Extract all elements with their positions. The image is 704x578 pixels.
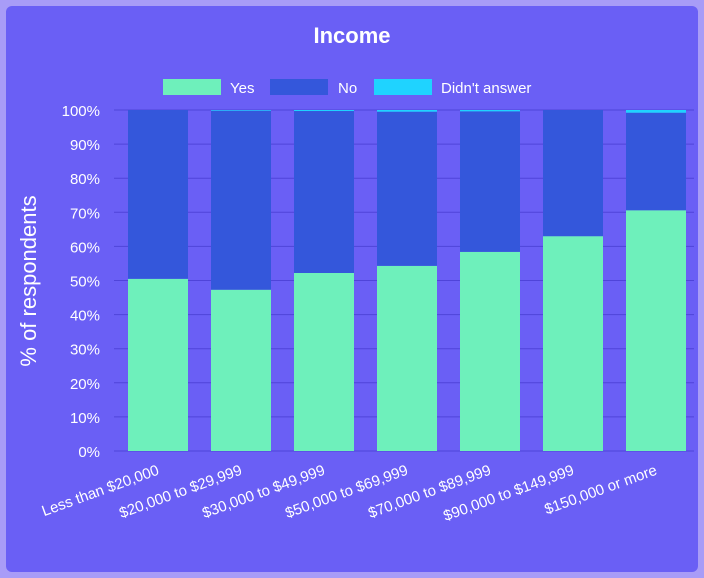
legend-label: Didn't answer — [441, 80, 531, 97]
y-tick-label: 90% — [70, 137, 100, 154]
bar-segment-no — [377, 111, 437, 266]
bars — [128, 110, 686, 451]
y-tick-label: 50% — [70, 274, 100, 291]
legend: Yes No Didn't answer — [163, 79, 531, 97]
bar-segment-yes — [294, 272, 354, 451]
x-axis-ticks: Less than $20,000$20,000 to $29,999$30,0… — [40, 462, 660, 525]
legend-label: Yes — [230, 80, 254, 97]
y-tick-label: 40% — [70, 308, 100, 325]
y-tick-label: 20% — [70, 376, 100, 393]
y-tick-label: 30% — [70, 342, 100, 359]
bar-segment-no — [211, 110, 271, 290]
bar-segment-yes — [128, 278, 188, 451]
bar-segment-no — [460, 111, 520, 252]
bar-segment-didn-t-answer — [377, 110, 437, 112]
legend-swatch — [270, 79, 328, 95]
y-tick-label: 10% — [70, 410, 100, 427]
bar-segment-didn-t-answer — [626, 110, 686, 113]
legend-swatch — [374, 79, 432, 95]
bar-segment-no — [128, 110, 188, 279]
chart-title: Income — [313, 23, 390, 48]
bar-segment-yes — [626, 210, 686, 451]
y-tick-label: 70% — [70, 205, 100, 222]
bar-segment-yes — [377, 265, 437, 451]
bar-segment-yes — [211, 289, 271, 451]
legend-label: No — [338, 80, 357, 97]
bar-segment-didn-t-answer — [460, 110, 520, 112]
bar-segment-didn-t-answer — [294, 110, 354, 112]
y-tick-label: 0% — [78, 444, 100, 461]
legend-swatch — [163, 79, 221, 95]
y-axis-ticks: 0% 10% 20% 30% 40% 50% 60% 70% 80% 90% 100% — [62, 103, 100, 461]
bar-segment-yes — [543, 236, 603, 451]
y-tick-label: 80% — [70, 171, 100, 188]
y-tick-label: 100% — [62, 103, 100, 120]
bar-segment-no — [626, 112, 686, 211]
bar-segment-didn-t-answer — [211, 110, 271, 111]
y-axis-label: % of respondents — [16, 195, 41, 366]
y-tick-label: 60% — [70, 239, 100, 256]
bar-segment-yes — [460, 251, 520, 451]
bar-segment-no — [543, 110, 603, 237]
bar-segment-no — [294, 111, 354, 273]
